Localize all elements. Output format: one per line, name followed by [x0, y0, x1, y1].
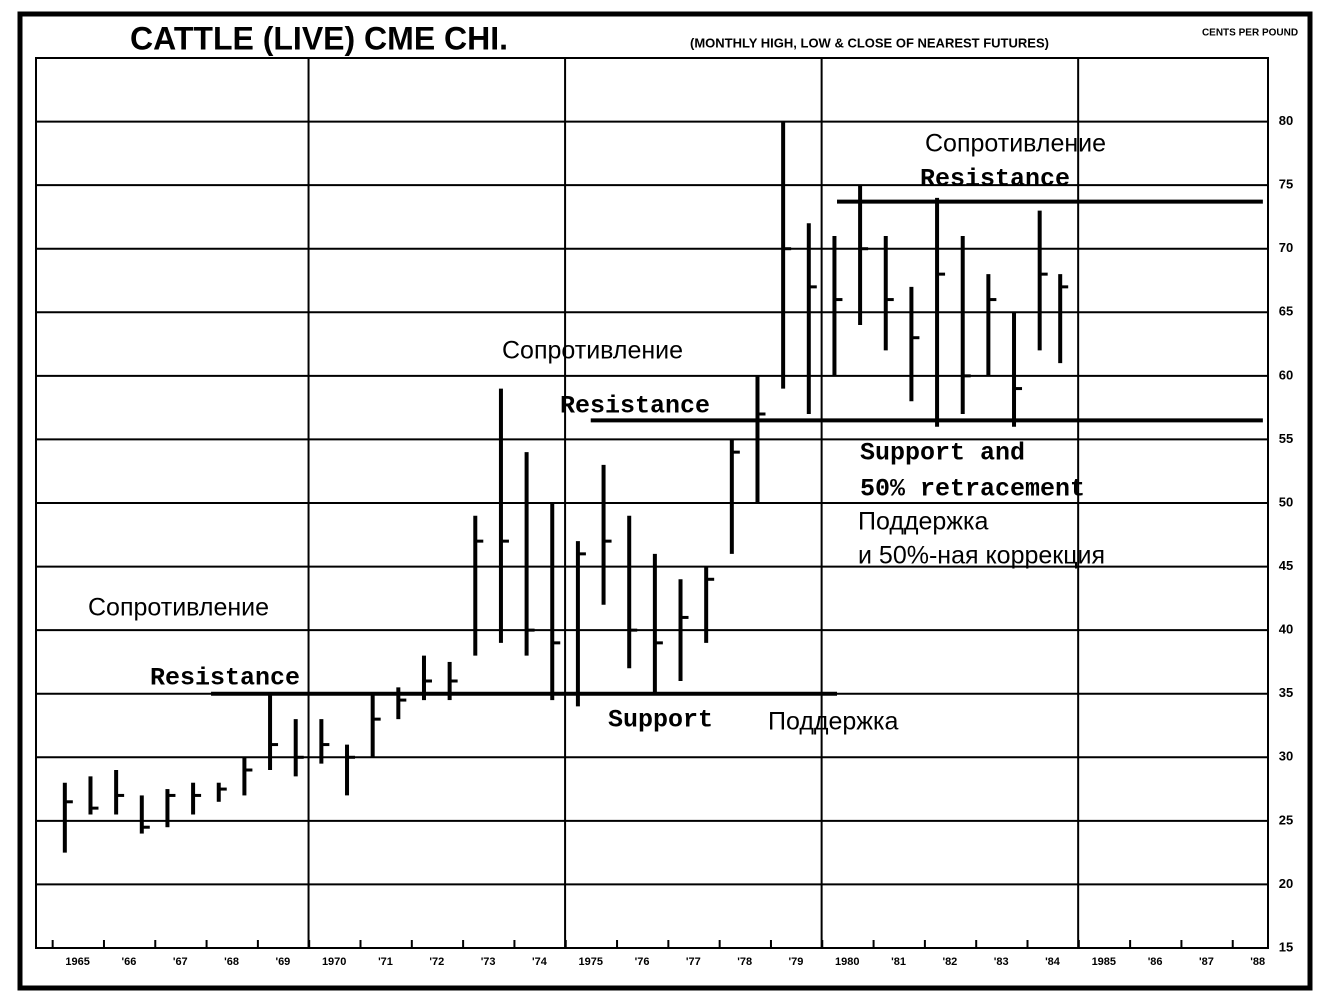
x-tick-label: '72	[429, 956, 444, 968]
annotation: Resistance	[150, 664, 300, 693]
outer-border	[17, 11, 1313, 991]
x-tick-label: '76	[635, 956, 650, 968]
x-tick-label: '79	[789, 956, 804, 968]
y-tick-label: 15	[1279, 939, 1293, 954]
annotation: Resistance	[920, 165, 1070, 194]
x-tick-label: '68	[224, 956, 239, 968]
y-tick-label: 65	[1279, 304, 1293, 319]
y-tick-label: 80	[1279, 113, 1293, 128]
annotation: Поддержка	[768, 708, 899, 736]
x-tick-label: '83	[994, 956, 1009, 968]
y-tick-label: 50	[1279, 494, 1293, 509]
x-tick-label: '81	[891, 956, 906, 968]
y-tick-label: 45	[1279, 558, 1293, 573]
annotation: Support	[608, 706, 713, 735]
annotation: Поддержка	[858, 508, 989, 536]
annotation: и 50%-ная коррекция	[858, 542, 1105, 570]
x-tick-label: 1975	[578, 956, 602, 968]
x-tick-label: '69	[275, 956, 290, 968]
chart-subtitle: (MONTHLY HIGH, LOW & CLOSE OF NEAREST FU…	[690, 35, 1049, 50]
x-tick-label: '74	[532, 956, 548, 968]
units-label: CENTS PER POUND	[1202, 28, 1298, 39]
x-tick-label: '73	[481, 956, 496, 968]
y-tick-label: 35	[1279, 685, 1293, 700]
x-tick-label: 1980	[835, 956, 859, 968]
x-tick-label: '78	[737, 956, 752, 968]
y-tick-label: 30	[1279, 749, 1293, 764]
chart-title: CATTLE (LIVE) CME CHI.	[130, 20, 508, 56]
x-tick-label: '67	[173, 956, 188, 968]
y-tick-label: 25	[1279, 812, 1293, 827]
annotation: 50% retracement	[860, 475, 1085, 504]
x-tick-label: '86	[1148, 956, 1163, 968]
annotation: Сопротивление	[502, 337, 683, 365]
x-tick-label: 1965	[65, 956, 89, 968]
x-tick-label: 1970	[322, 956, 346, 968]
x-tick-label: '71	[378, 956, 393, 968]
y-tick-label: 55	[1279, 431, 1293, 446]
x-tick-label: '77	[686, 956, 701, 968]
annotation: Сопротивление	[88, 594, 269, 622]
annotation: Resistance	[560, 392, 710, 421]
x-tick-label: '88	[1250, 956, 1265, 968]
y-tick-label: 20	[1279, 876, 1293, 891]
y-tick-label: 60	[1279, 367, 1293, 382]
x-tick-label: '66	[122, 956, 137, 968]
x-tick-label: '84	[1045, 956, 1061, 968]
x-tick-label: 1985	[1092, 956, 1116, 968]
annotation: Сопротивление	[925, 130, 1106, 158]
y-tick-label: 70	[1279, 240, 1293, 255]
x-tick-label: '82	[942, 956, 957, 968]
x-tick-label: '87	[1199, 956, 1214, 968]
y-tick-label: 40	[1279, 622, 1293, 637]
y-tick-label: 75	[1279, 177, 1293, 192]
annotation: Support and	[860, 439, 1025, 468]
